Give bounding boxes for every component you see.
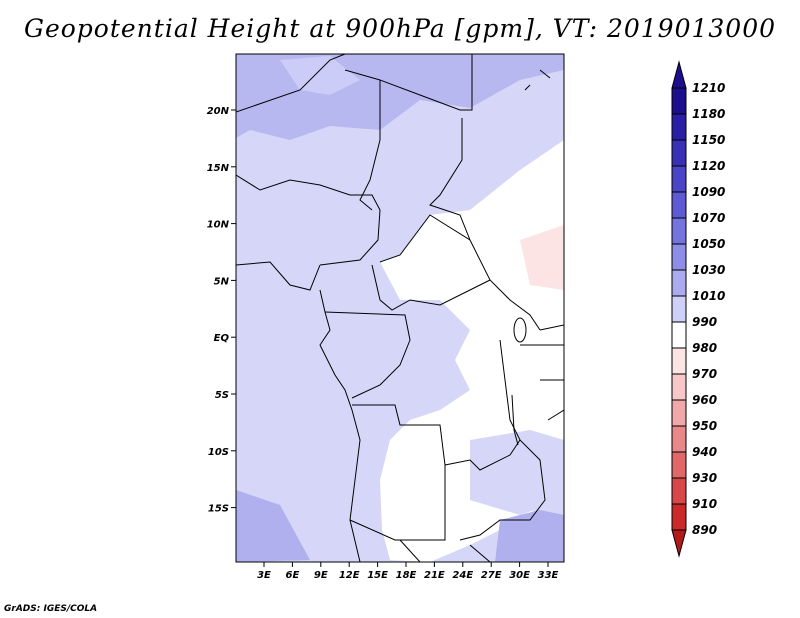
colorbar-label: 890 — [692, 523, 717, 537]
colorbar-label: 1120 — [692, 159, 725, 173]
map-frame — [235, 53, 565, 563]
lat-label: 10S — [208, 447, 229, 458]
colorbar-arrow-bottom — [671, 529, 687, 558]
border-line — [459, 339, 546, 541]
colorbar-label: 950 — [692, 419, 717, 433]
border-line — [324, 311, 411, 399]
lat-label: 15S — [208, 504, 229, 515]
footer-credit: GrADS: IGES/COLA — [4, 604, 98, 614]
lake-tanganyika — [511, 394, 519, 446]
coastline — [524, 69, 551, 91]
colorbar-segment — [671, 165, 687, 193]
border-line — [344, 54, 473, 111]
colorbar-segment — [671, 243, 687, 271]
colorbar-arrow-top — [671, 60, 687, 89]
colorbar-label: 1210 — [692, 81, 725, 95]
colorbar-segment — [671, 373, 687, 401]
colorbar-segment — [671, 477, 687, 505]
colorbar-segment — [671, 139, 687, 167]
colorbar-label: 1030 — [692, 263, 725, 277]
border-line — [236, 174, 381, 266]
lon-label: 3E — [257, 570, 271, 581]
border-line — [371, 264, 491, 311]
colorbar-label: 910 — [692, 497, 717, 511]
colorbar-segment — [671, 113, 687, 141]
coastline — [236, 261, 321, 291]
colorbar-segment — [671, 503, 687, 531]
colorbar-label: 960 — [692, 393, 717, 407]
coastline — [319, 289, 361, 562]
border-line — [349, 465, 446, 541]
border-line — [379, 214, 541, 331]
colorbar-segment — [671, 191, 687, 219]
border-line — [399, 539, 491, 562]
lon-label: 18E — [396, 570, 417, 581]
border-line — [429, 118, 471, 241]
colorbar-segment — [671, 269, 687, 297]
map-borders — [236, 54, 564, 562]
field-east-patch — [470, 430, 564, 515]
lon-label: 27E — [481, 570, 502, 581]
lon-label: 21E — [424, 570, 445, 581]
lat-label: 5S — [215, 390, 229, 401]
lat-label: 5N — [214, 276, 230, 287]
field-pink-east — [520, 225, 564, 290]
colorbar-segment — [671, 425, 687, 453]
chart-title: Geopotential Height at 900hPa [gpm], VT:… — [23, 14, 777, 43]
lon-axis: 3E 6E 9E 12E 15E 18E 21E 24E 27E 30E 33E — [257, 562, 559, 581]
lon-label: 15E — [367, 570, 388, 581]
colorbar-label: 940 — [692, 445, 717, 459]
colorbar-segment — [671, 451, 687, 479]
border-line — [520, 324, 564, 421]
colorbar-label: 930 — [692, 471, 717, 485]
colorbar-label: 1180 — [692, 107, 725, 121]
colorbar-segment — [671, 295, 687, 323]
colorbar-segment — [671, 321, 687, 349]
colorbar-segment — [671, 217, 687, 245]
lon-label: 33E — [538, 570, 559, 581]
lon-label: 12E — [339, 570, 360, 581]
lat-label: 10N — [207, 220, 230, 231]
colorbar-label: 1150 — [692, 133, 725, 147]
colorbar: 1210 1180 1150 1120 1090 1070 1050 1030 1010 990 9… — [671, 60, 725, 558]
border-line — [236, 54, 346, 113]
colorbar-label: 980 — [692, 341, 717, 355]
field-high-se — [495, 510, 564, 562]
colorbar-segment — [671, 399, 687, 427]
lat-label: EQ — [214, 333, 230, 344]
colorbar-segment — [671, 87, 687, 115]
lon-label: 24E — [452, 570, 473, 581]
lat-label: 15N — [207, 163, 230, 174]
border-line — [359, 80, 381, 211]
colorbar-label: 990 — [692, 315, 717, 329]
lon-label: 30E — [509, 570, 530, 581]
lat-label: 20N — [207, 106, 230, 117]
colorbar-label: 1090 — [692, 185, 725, 199]
map-fields — [236, 54, 564, 562]
lon-label: 6E — [286, 570, 300, 581]
field-high-sw — [236, 490, 310, 562]
colorbar-label: 1010 — [692, 289, 725, 303]
lat-axis: 20N 15N 10N 5N EQ 5S 10S 15S — [207, 106, 236, 515]
field-north-patch — [280, 56, 360, 95]
colorbar-label: 1070 — [692, 211, 725, 225]
colorbar-segment — [671, 347, 687, 375]
colorbar-label: 970 — [692, 367, 717, 381]
lake-victoria — [513, 317, 527, 343]
lon-label: 9E — [314, 570, 328, 581]
colorbar-label: 1050 — [692, 237, 725, 251]
